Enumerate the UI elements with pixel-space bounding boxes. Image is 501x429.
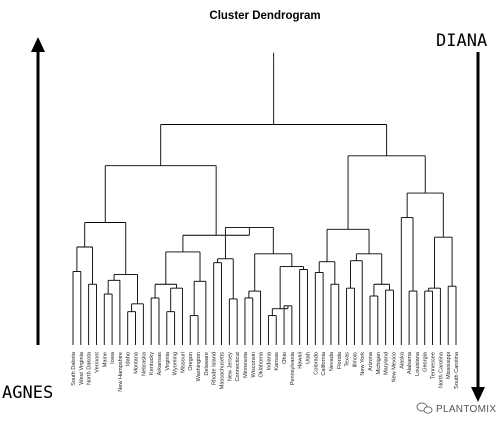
leaf-label: Rhode Island xyxy=(212,352,218,385)
agnes-arrow-head xyxy=(31,37,45,52)
leaf-label: North Dakota xyxy=(87,351,93,385)
leaf-label: Delaware xyxy=(204,352,210,376)
leaf-label: Arkansas xyxy=(157,352,163,376)
leaf-label: California xyxy=(321,351,327,376)
leaf-label: Colorado xyxy=(313,352,319,375)
leaf-label: Vermont xyxy=(94,352,100,373)
watermark-text: PLANTOMIX xyxy=(436,404,496,415)
leaf-label: Oregon xyxy=(188,352,194,371)
leaf-label: Alaska xyxy=(399,351,405,369)
leaf-label: Massachusetts xyxy=(220,352,226,390)
agnes-arrow xyxy=(31,37,45,345)
diana-label: DIANA xyxy=(436,31,487,51)
leaf-label: Maryland xyxy=(384,352,390,375)
leaf-labels: South Dakota West Virginia North Dakota Ver… xyxy=(71,351,460,392)
leaf-label: Indiana xyxy=(266,351,272,370)
leaf-label: Pennsylvania xyxy=(290,351,296,385)
leaf-label: New Jersey xyxy=(227,352,233,381)
leaf-label: Florida xyxy=(337,351,343,369)
leaf-label: Utah xyxy=(305,352,311,364)
leaf-label: Ohio xyxy=(282,352,288,364)
leaf-label: Minnesota xyxy=(243,351,249,378)
leaf-label: North Carolina xyxy=(438,351,444,388)
chart-title: Cluster Dendrogram xyxy=(209,10,320,22)
leaf-label: Maine xyxy=(102,352,108,367)
dendrogram-tree xyxy=(72,52,457,345)
leaf-label: Nebraska xyxy=(141,351,147,376)
leaf-label: Oklahoma xyxy=(259,351,265,377)
diana-arrow xyxy=(471,52,485,402)
leaf-label: Kansas xyxy=(274,352,280,371)
leaf-label: Kentucky xyxy=(149,352,155,375)
leaf-label: Nevada xyxy=(329,351,335,371)
leaf-label: Michigan xyxy=(376,352,382,374)
agnes-label: AGNES xyxy=(2,383,53,403)
leaf-label: Tennessee xyxy=(431,352,437,379)
leaf-label: Mississippi xyxy=(446,352,452,379)
leaf-label: Louisiana xyxy=(415,351,421,376)
leaf-label: New York xyxy=(360,352,366,376)
leaf-label: Virginia xyxy=(165,351,171,370)
wechat-icon xyxy=(416,402,433,414)
leaf-label: Washington xyxy=(196,352,202,381)
leaf-label: Montana xyxy=(134,351,140,374)
leaf-label: Arizona xyxy=(368,351,374,371)
leaf-label: Hawaii xyxy=(298,352,304,369)
leaf-label: West Virginia xyxy=(79,351,85,385)
leaf-label: Iowa xyxy=(110,351,116,364)
leaf-label: South Carolina xyxy=(454,351,460,389)
leaf-label: Wisconsin xyxy=(251,352,257,378)
leaf-label: New Hampshire xyxy=(118,352,124,392)
leaf-label: Alabama xyxy=(407,351,413,374)
leaf-label: Missouri xyxy=(180,352,186,373)
leaf-label: Illinois xyxy=(352,352,358,368)
leaf-label: Georgia xyxy=(423,351,429,372)
watermark: PLANTOMIX xyxy=(416,402,496,415)
leaf-label: Wyoming xyxy=(173,352,179,375)
leaf-label: Idaho xyxy=(126,352,132,366)
leaf-label: South Dakota xyxy=(71,351,77,386)
leaf-label: Connecticut xyxy=(235,352,241,382)
diana-arrow-head xyxy=(471,387,485,402)
leaf-label: Texas xyxy=(345,352,351,367)
leaf-label: New Mexico xyxy=(391,352,397,382)
